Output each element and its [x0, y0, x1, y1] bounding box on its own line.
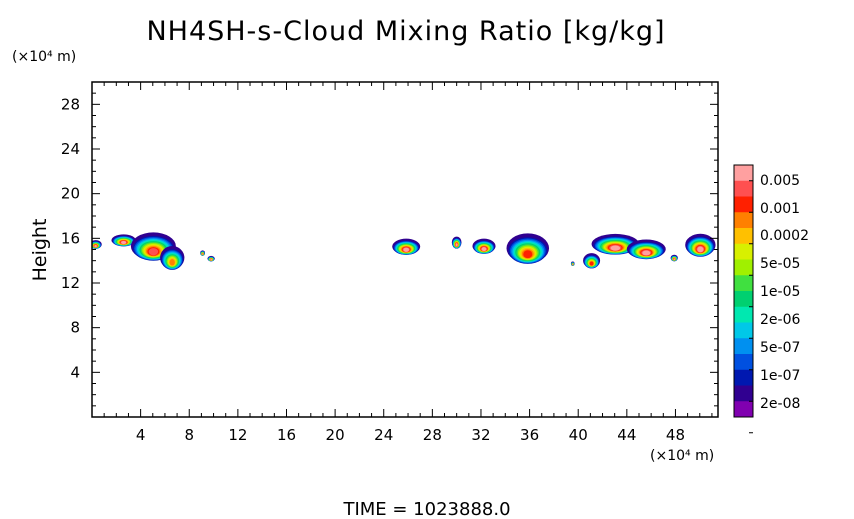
time-footer: TIME = 1023888.0 [342, 499, 510, 519]
cloud-level [148, 248, 159, 256]
x-tick-label: 48 [666, 426, 685, 444]
cloud-blob [200, 250, 206, 256]
colorbar-swatch [734, 180, 753, 197]
colorbar: 0.005 0.001 0.0002 5e-05 1e-05 2e-06 5e-07 1e-0… [733, 164, 809, 434]
cloud-blob [392, 238, 421, 255]
cloud-blob [451, 236, 462, 249]
cloud-blob [207, 255, 215, 262]
colorbar-swatch [734, 306, 753, 323]
colorbar-swatch [734, 354, 753, 371]
cloud-blob [685, 233, 716, 257]
y-tick-label: 12 [61, 274, 80, 292]
cloud-level [121, 241, 127, 245]
cloud-level [481, 247, 487, 252]
colorbar-label: 1e-07 [760, 368, 800, 384]
y-tick-label: 16 [61, 229, 80, 247]
y-tick-label: 8 [70, 319, 80, 337]
chart-title: NH4SH-s-Cloud Mixing Ratio [kg/kg] [146, 16, 665, 47]
x-tick-label: 24 [374, 426, 393, 444]
y-tick-label: 4 [70, 363, 80, 381]
colorbar-swatch [734, 228, 753, 245]
colorbar-label: 1e-05 [760, 284, 800, 300]
colorbar-swatch [734, 401, 753, 418]
colorbar-swatch [734, 259, 753, 276]
cloud-blob [92, 240, 102, 249]
cloud-blob [472, 238, 496, 254]
plot-area [92, 232, 716, 270]
cloud-blob [111, 234, 136, 247]
cloud-blob [591, 233, 639, 255]
cloud-level [202, 253, 204, 255]
colorbar-swatch [734, 322, 753, 339]
cloud-level [697, 246, 704, 253]
y-unit-label: (×10⁴ m) [12, 49, 76, 65]
x-unit-label: (×10⁴ m) [650, 448, 714, 464]
x-tick-label: 44 [617, 426, 636, 444]
x-tick-label: 28 [423, 426, 442, 444]
colorbar-swatch [734, 196, 753, 213]
x-tick-label: 16 [277, 426, 296, 444]
cloud-blob [160, 246, 185, 270]
y-tick-label: 24 [61, 140, 80, 158]
x-tick-label: 32 [471, 426, 490, 444]
y-tick-label: 20 [61, 185, 80, 203]
x-tick-label: 40 [569, 426, 588, 444]
cloud-level [403, 247, 410, 252]
colorbar-swatch [734, 165, 753, 182]
cloud-level [589, 261, 594, 266]
cloud-blob [670, 254, 678, 262]
cloud-level [572, 263, 574, 266]
x-tick-label: 4 [136, 426, 146, 444]
colorbar-label: 2e-06 [760, 312, 800, 328]
cloud-blob [626, 239, 666, 260]
colorbar-label: 2e-08 [760, 396, 800, 412]
cloud-level [455, 243, 458, 247]
cloud-level [169, 259, 175, 266]
cloud-level [610, 245, 621, 251]
cloud-blob [583, 253, 601, 269]
colorbar-label: 0.001 [760, 201, 800, 217]
colorbar-swatch [734, 291, 753, 308]
colorbar-swatch [734, 243, 753, 260]
cloud-level [94, 244, 97, 248]
x-tick-label: 36 [520, 426, 539, 444]
y-axis-title: Height [29, 219, 51, 282]
colorbar-frame [733, 164, 754, 418]
colorbar-label: 0.0002 [760, 228, 809, 244]
cloud-level [523, 250, 533, 259]
colorbar-swatch [734, 275, 753, 292]
x-tick-label: 20 [326, 426, 345, 444]
colorbar-swatch [734, 212, 753, 229]
colorbar-swatch [734, 369, 753, 386]
cloud-blob [570, 261, 575, 266]
colorbar-swatch [734, 385, 753, 402]
cloud-blob [506, 233, 550, 264]
colorbar-label: 5e-07 [760, 340, 800, 356]
x-tick-label: 12 [228, 426, 247, 444]
colorbar-label: 0.005 [760, 173, 800, 189]
y-tick-label: 28 [61, 95, 80, 113]
cloud-level [673, 258, 675, 261]
x-tick-label: 8 [184, 426, 194, 444]
colorbar-swatch [734, 338, 753, 355]
colorbar-label: 5e-05 [760, 256, 800, 272]
cloud-level [642, 250, 651, 256]
cloud-level [210, 258, 212, 261]
